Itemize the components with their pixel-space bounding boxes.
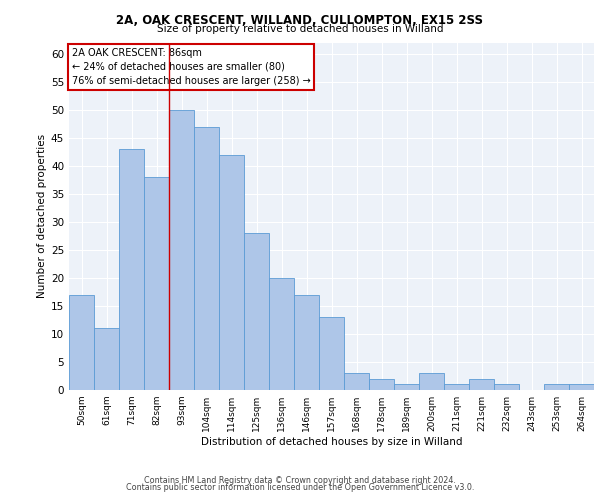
Y-axis label: Number of detached properties: Number of detached properties [37,134,47,298]
Bar [294,294,319,390]
Bar [194,126,219,390]
Bar [119,149,144,390]
Bar [69,294,94,390]
Bar [569,384,594,390]
Bar [269,278,294,390]
X-axis label: Distribution of detached houses by size in Willand: Distribution of detached houses by size … [201,437,462,447]
Bar [319,317,344,390]
Bar [369,379,394,390]
Bar [244,233,269,390]
Bar [394,384,419,390]
Text: Contains public sector information licensed under the Open Government Licence v3: Contains public sector information licen… [126,483,474,492]
Text: 2A OAK CRESCENT: 86sqm
← 24% of detached houses are smaller (80)
76% of semi-det: 2A OAK CRESCENT: 86sqm ← 24% of detached… [71,48,310,86]
Bar [494,384,519,390]
Bar [94,328,119,390]
Text: 2A, OAK CRESCENT, WILLAND, CULLOMPTON, EX15 2SS: 2A, OAK CRESCENT, WILLAND, CULLOMPTON, E… [116,14,484,27]
Bar [544,384,569,390]
Bar [444,384,469,390]
Bar [469,379,494,390]
Bar [144,177,169,390]
Bar [169,110,194,390]
Bar [419,373,444,390]
Text: Size of property relative to detached houses in Willand: Size of property relative to detached ho… [157,24,443,34]
Bar [219,154,244,390]
Bar [344,373,369,390]
Text: Contains HM Land Registry data © Crown copyright and database right 2024.: Contains HM Land Registry data © Crown c… [144,476,456,485]
